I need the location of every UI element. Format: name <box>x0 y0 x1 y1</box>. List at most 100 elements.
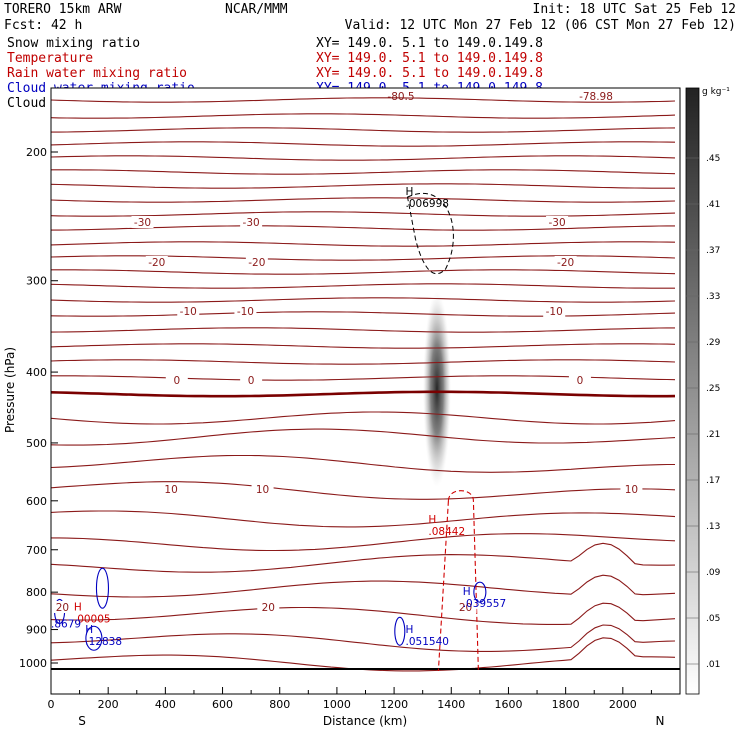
contour-label-bg <box>251 483 274 495</box>
x-axis: 0 200 400 600 800 1000 1200 1400 1600 1800 2000 <box>48 687 652 711</box>
y-axis: 200 300 400 500 600 700 800 900 1000 <box>19 146 58 670</box>
snow-max-marker: H <box>406 186 414 198</box>
colorbar: g kg⁻¹ .45 .41 .37 .33 .29 .25 .21 .17 .13 .09 .05… <box>685 87 730 695</box>
isotherm-line <box>51 533 676 552</box>
isotherm-line <box>51 155 676 161</box>
y-tick-label: 1000 <box>19 657 47 670</box>
isotherm-line <box>51 311 676 317</box>
rain-max-marker: H <box>74 601 82 613</box>
contour-label-bg <box>131 216 154 228</box>
contour-label-bg <box>546 216 569 228</box>
isotherm-line <box>51 241 676 247</box>
temperature-label: -20 <box>148 257 165 269</box>
x-tick-label: 600 <box>212 698 233 711</box>
rain-contour <box>437 490 479 672</box>
field-name-0: Snow mixing ratio <box>7 36 140 51</box>
maximum-labels: H.006998H.08442H.00005H.039557H.051540H.… <box>51 186 506 648</box>
cloud-water-max-marker: H <box>85 624 93 636</box>
y-axis-label: Pressure (hPa) <box>3 347 17 433</box>
temperature-label: 20 <box>262 602 275 614</box>
cloud-water-contour <box>394 616 406 646</box>
tropopause-temperature-label-2: -80.5 <box>387 91 414 103</box>
isotherm-line <box>51 343 676 349</box>
temperature-label: 10 <box>256 484 269 496</box>
isotherm-line <box>51 542 676 573</box>
temperature-label: -20 <box>248 257 265 269</box>
isotherm-line <box>51 283 675 289</box>
isotherm-line <box>51 411 676 425</box>
x-tick-label: 1400 <box>437 698 465 711</box>
valid-time: Valid: 12 UTC Mon 27 Feb 12 (06 CST Mon … <box>345 18 736 33</box>
colorbar-label: .01 <box>706 660 720 670</box>
isotherm-line <box>51 574 676 598</box>
center-name: NCAR/MMM <box>225 2 288 17</box>
colorbar-label: .33 <box>706 292 720 302</box>
isotherm-line <box>51 183 675 189</box>
temperature-contours <box>51 97 680 672</box>
isotherm-line <box>51 602 676 625</box>
temperature-label: 0 <box>577 375 584 387</box>
temperature-label: 10 <box>164 484 177 496</box>
contour-label-bg <box>257 601 280 613</box>
y-tick-label: 200 <box>26 146 47 159</box>
contour-label-bg <box>554 256 577 268</box>
isotherm-line <box>51 269 676 275</box>
temperature-label: 0 <box>248 375 255 387</box>
x-tick-label: 200 <box>98 698 119 711</box>
temperature-label: 0 <box>173 375 180 387</box>
isotherm-line <box>51 297 676 303</box>
x-tick-label: 1600 <box>494 698 522 711</box>
temperature-label: -10 <box>546 306 563 318</box>
freezing-isotherm <box>51 390 676 398</box>
isotherm-line <box>51 169 676 175</box>
contour-label-bg <box>454 601 477 613</box>
cloud-water-max-value: .8679 <box>51 619 81 631</box>
snow-max-value: .006998 <box>406 198 449 210</box>
y-tick-label: 900 <box>26 624 47 637</box>
isotherm-line <box>51 428 676 446</box>
cloud-ice-shading <box>422 291 451 488</box>
y-tick-label: 500 <box>26 437 47 450</box>
y-tick-label: 700 <box>26 544 47 557</box>
x-tick-label: 400 <box>155 698 176 711</box>
isotherm-line <box>51 97 676 103</box>
temperature-label: -30 <box>243 217 260 229</box>
field-name-1: Temperature <box>7 51 93 66</box>
x-end-label-right: N <box>656 714 665 728</box>
contour-label-bg <box>240 374 263 386</box>
forecast-hour: Fcst: 42 h <box>4 18 82 33</box>
init-time: Init: 18 UTC Sat 25 Feb 12 <box>533 2 737 17</box>
contour-labels: -30 -30 -30 -20 -20 -20 -10 -10 -10 0 0 0 10 10 10 20 20… <box>51 91 643 614</box>
y-tick-label: 600 <box>26 495 47 508</box>
field-xy-1: XY= 149.0. 5.1 to 149.0.149.8 <box>316 51 543 66</box>
x-tick-label: 0 <box>48 698 55 711</box>
cloud-water-max-marker: H <box>406 624 414 636</box>
colorbar-unit: g kg⁻¹ <box>702 87 730 97</box>
rain-max-value: .00005 <box>74 613 111 625</box>
isotherm-line <box>51 197 676 203</box>
colorbar-label: .41 <box>706 200 720 210</box>
cloud-water-max-value: .12838 <box>85 636 122 648</box>
contour-label-bg <box>51 601 74 613</box>
contour-label-bg <box>160 483 183 495</box>
field-xy-0: XY= 149.0. 5.1 to 149.0.149.8 <box>316 36 543 51</box>
contour-label-bg <box>177 305 200 317</box>
rain-max-marker: H <box>428 514 436 526</box>
colorbar-label: .21 <box>706 430 720 440</box>
cloud-water-contour <box>473 581 487 603</box>
x-tick-label: 2000 <box>609 698 637 711</box>
isotherm-line <box>51 510 676 528</box>
model-name: TORERO 15km ARW <box>4 2 122 17</box>
colorbar-label: .17 <box>706 476 720 486</box>
y-tick-label: 300 <box>26 275 47 288</box>
contour-label-bg <box>234 305 257 317</box>
contour-label-bg <box>620 483 643 495</box>
x-tick-label: 1000 <box>323 698 351 711</box>
contour-label-bg <box>543 305 566 317</box>
temperature-label: -30 <box>134 217 151 229</box>
colorbar-label: .09 <box>706 568 721 578</box>
isotherm-line <box>51 141 676 147</box>
temperature-label: -10 <box>180 306 197 318</box>
colorbar-label: .37 <box>706 246 720 256</box>
